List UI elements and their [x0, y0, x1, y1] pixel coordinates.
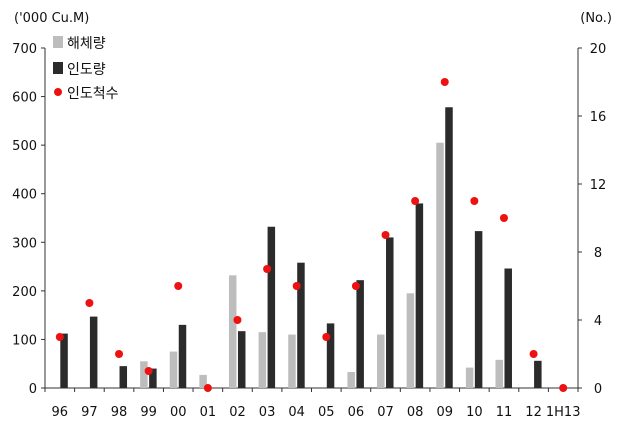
- x-tick-label: 96: [52, 405, 69, 420]
- x-tick-label: 05: [318, 405, 335, 420]
- dot-delivered-ships: [411, 197, 420, 205]
- dots: [55, 78, 568, 392]
- left-tick-label: 500: [12, 139, 37, 154]
- left-tick-label: 0: [29, 382, 37, 397]
- right-tick-label: 8: [594, 246, 602, 261]
- bar-delivery: [474, 231, 483, 388]
- bar-demolition: [495, 359, 503, 388]
- dot-delivered-ships: [559, 384, 568, 392]
- dot-delivered-ships: [381, 231, 390, 239]
- axes: [41, 47, 582, 392]
- x-tick-label: 02: [229, 405, 246, 420]
- x-tick-label: 04: [288, 405, 305, 420]
- right-axis-unit: (No.): [580, 11, 612, 26]
- dot-delivered-ships: [529, 350, 538, 358]
- dot-delivered-ships: [440, 78, 449, 86]
- x-tick-label: 12: [525, 405, 542, 420]
- legend-swatch-demolition: [53, 36, 63, 48]
- right-tick-label: 12: [590, 178, 607, 193]
- right-tick-label: 0: [594, 382, 602, 397]
- bar-delivery: [504, 268, 512, 388]
- x-tick-label: 11: [496, 405, 513, 420]
- left-tick-label: 700: [12, 42, 37, 57]
- x-tick-label: 01: [200, 405, 217, 420]
- bar-delivery: [149, 368, 157, 388]
- bar-delivery: [178, 324, 187, 388]
- left-tick-label: 100: [12, 333, 37, 348]
- dot-delivered-ships: [174, 282, 183, 290]
- bar-delivery: [534, 360, 542, 388]
- bar-delivery: [60, 333, 68, 388]
- x-tick-label: 98: [111, 405, 128, 420]
- dot-delivered-ships: [85, 299, 94, 307]
- dot-delivered-ships: [470, 197, 479, 205]
- bar-demolition: [465, 367, 474, 388]
- bar-delivery: [119, 366, 128, 388]
- bar-demolition: [169, 351, 178, 388]
- bar-delivery: [326, 323, 335, 388]
- legend-swatch-delivery: [53, 62, 63, 74]
- left-tick-labels: 0 100 200 300 400 500 600 700: [12, 42, 37, 397]
- x-tick-label: 97: [81, 405, 98, 420]
- x-tick-label: 00: [170, 405, 187, 420]
- legend: 해체량 인도량 인도척수: [53, 36, 119, 102]
- x-tick-label: 03: [259, 405, 276, 420]
- dot-delivered-ships: [351, 282, 360, 290]
- bar-demolition: [258, 332, 267, 388]
- bar-demolition: [347, 371, 355, 388]
- right-tick-label: 20: [590, 42, 607, 57]
- dot-delivered-ships: [322, 333, 331, 341]
- bars: [60, 107, 542, 388]
- left-axis-unit: ('000 Cu.M): [14, 11, 89, 26]
- bar-demolition: [288, 334, 296, 388]
- x-tick-labels: 96 97 98 99 00 01 02 03 04 05 06 07 08 09 10 11 12 1H13: [52, 405, 581, 420]
- right-tick-labels: 0 4 8 12 16 20: [590, 42, 607, 397]
- legend-label-demolition: 해체량: [67, 36, 106, 52]
- legend-label-delivered-ships: 인도척수: [67, 86, 119, 102]
- dot-delivered-ships: [292, 282, 301, 290]
- bar-delivery: [386, 237, 394, 388]
- x-tick-label: 08: [407, 405, 424, 420]
- x-tick-label: 09: [436, 405, 453, 420]
- x-tick-label: 99: [140, 405, 157, 420]
- bar-demolition: [199, 374, 207, 388]
- bar-delivery: [415, 203, 424, 388]
- right-tick-label: 4: [594, 314, 602, 329]
- left-tick-label: 400: [12, 188, 37, 203]
- legend-marker-delivered-ships: [54, 88, 62, 96]
- dot-delivered-ships: [115, 350, 124, 358]
- bar-demolition: [377, 334, 385, 388]
- x-tick-label: 06: [348, 405, 365, 420]
- bar-demolition: [228, 275, 237, 388]
- x-tick-label: 07: [377, 405, 394, 420]
- bar-demolition: [140, 361, 148, 388]
- dot-delivered-ships: [55, 333, 64, 341]
- left-tick-label: 600: [12, 91, 37, 106]
- bar-delivery: [89, 316, 98, 388]
- bar-delivery: [297, 262, 305, 388]
- bar-delivery: [267, 226, 276, 388]
- bar-delivery: [237, 331, 246, 388]
- dot-delivered-ships: [144, 367, 153, 375]
- bar-demolition: [406, 293, 415, 388]
- right-tick-label: 16: [590, 110, 607, 125]
- dot-delivered-ships: [233, 316, 242, 324]
- dot-delivered-ships: [263, 265, 272, 273]
- bar-delivery: [356, 280, 364, 388]
- dot-delivered-ships: [499, 214, 508, 222]
- dot-delivered-ships: [203, 384, 212, 392]
- bar-demolition: [436, 142, 444, 388]
- x-tick-label: 1H13: [546, 405, 581, 420]
- x-tick-label: 10: [466, 405, 483, 420]
- legend-label-delivery: 인도량: [67, 62, 106, 78]
- left-tick-label: 300: [12, 236, 37, 251]
- left-tick-label: 200: [12, 285, 37, 300]
- bar-delivery: [445, 107, 453, 388]
